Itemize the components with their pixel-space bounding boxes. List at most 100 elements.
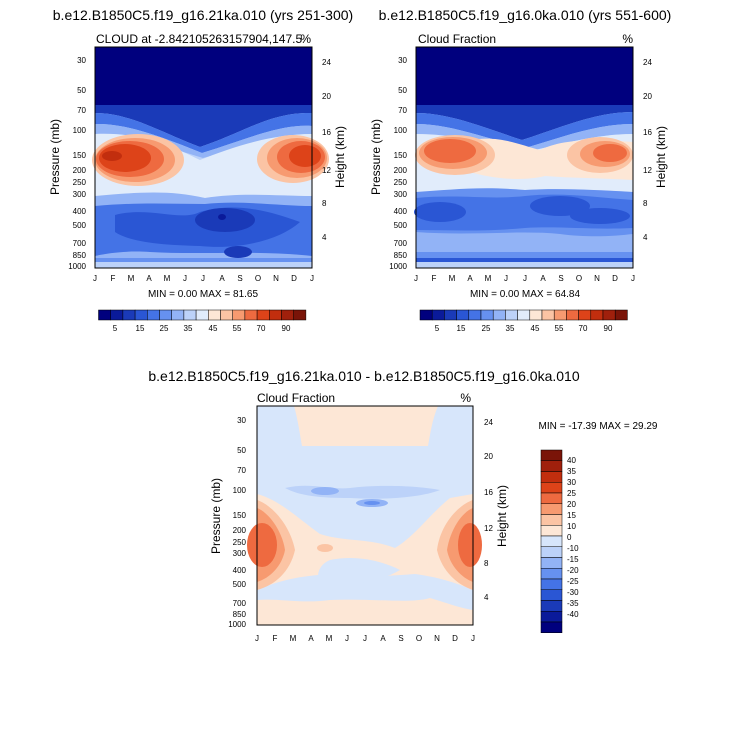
panel-2-xtick: O <box>576 274 582 283</box>
panel-2-ylabel: Pressure (mb) <box>369 119 383 195</box>
panel-3-yticks: 30 50 70 100 150 200 250 300 400 500 700… <box>228 416 246 629</box>
panel-2-ytick: 70 <box>398 106 407 115</box>
panel-1-xtick: O <box>255 274 261 283</box>
panel-3-left-label: Cloud Fraction <box>257 391 335 405</box>
cb3-label: 15 <box>567 511 576 520</box>
colorbar-swatch <box>171 309 185 321</box>
panel-2-left-label: Cloud Fraction <box>418 32 496 46</box>
cb1-label: 25 <box>160 324 169 333</box>
panel-1-title: b.e12.B1850C5.f19_g16.21ka.010 (yrs 251-… <box>53 7 353 23</box>
panel-1-ytick: 70 <box>77 106 86 115</box>
colorbar-swatch <box>540 482 563 494</box>
panel-2-xtick: J <box>504 274 508 283</box>
panel-2-xtick: A <box>467 274 473 283</box>
panel-3: b.e12.B1850C5.f19_g16.21ka.010 - b.e12.B… <box>148 368 658 643</box>
panel-2-xtick: A <box>540 274 546 283</box>
colorbar-swatch <box>269 309 282 321</box>
panel-1-y2tick: 12 <box>322 166 331 175</box>
panel-2-ytick: 500 <box>394 221 408 230</box>
panel-1-ytick: 100 <box>73 126 87 135</box>
cb1-label: 5 <box>113 324 118 333</box>
panel-1-xtick: M <box>128 274 135 283</box>
panel-2-y2tick: 4 <box>643 233 648 242</box>
panel-1-y2tick: 8 <box>322 199 327 208</box>
cb1-label: 90 <box>282 324 291 333</box>
panel-1-ytick: 250 <box>73 178 87 187</box>
panel-1-tropopause <box>95 105 312 147</box>
panel-3-ytick: 1000 <box>228 620 246 629</box>
cb3-label: 0 <box>567 533 572 542</box>
panel-3-y2tick: 24 <box>484 418 493 427</box>
panel-1-xtick: D <box>291 274 297 283</box>
panel-2-ytick: 700 <box>394 239 408 248</box>
colorbar-swatch <box>540 449 563 461</box>
panel-1-ytick: 850 <box>73 251 87 260</box>
panel-3-y2tick: 8 <box>484 559 489 568</box>
colorbar-swatch <box>256 309 270 321</box>
colorbar-swatch <box>529 309 543 321</box>
panel-2-y2tick: 12 <box>643 166 652 175</box>
cb2-label: 70 <box>579 324 588 333</box>
panel-2-ytick: 1000 <box>389 262 407 271</box>
colorbar-swatch <box>244 309 258 321</box>
panel-1-xtick: A <box>219 274 225 283</box>
panel-2-colorbar-labels: 5 15 25 35 45 55 70 90 <box>435 324 613 333</box>
panel-3-xtick: M <box>290 634 297 643</box>
panel-2-xticks: J F M A M J J A S O N D J <box>414 274 635 283</box>
panel-1-y2tick: 24 <box>322 58 331 67</box>
colorbar-swatch <box>232 309 246 321</box>
cb3-label: 35 <box>567 467 576 476</box>
panel-2-y2tick: 8 <box>643 199 648 208</box>
panel-2-xtick: J <box>523 274 527 283</box>
panel-3-y2tick: 20 <box>484 452 493 461</box>
cb2-label: 15 <box>457 324 466 333</box>
cb3-label: -15 <box>567 555 579 564</box>
panel-2: b.e12.B1850C5.f19_g16.0ka.010 (yrs 551-6… <box>369 7 671 333</box>
panel-3-ytick: 30 <box>237 416 246 425</box>
panel-2-y2tick: 24 <box>643 58 652 67</box>
panel-1-y2label: Height (km) <box>333 126 347 188</box>
panel-2-xtick: S <box>558 274 563 283</box>
colorbar-swatch <box>98 309 111 321</box>
panel-1-ylabel: Pressure (mb) <box>48 119 62 195</box>
colorbar-swatch <box>602 309 616 321</box>
cb3-label: -20 <box>567 566 579 575</box>
panel-3-xtick: D <box>452 634 458 643</box>
panel-1-strat <box>95 47 312 105</box>
panel-2-xtick: D <box>612 274 618 283</box>
cb2-label: 90 <box>604 324 613 333</box>
panel-1-colorbar-labels: 5 15 25 35 45 55 70 90 <box>113 324 291 333</box>
panel-1-ytick: 500 <box>73 221 87 230</box>
panel-1-xtick: S <box>237 274 242 283</box>
colorbar-swatch <box>540 503 563 515</box>
panel-1-ytick: 50 <box>77 86 86 95</box>
panel-2-ytick: 850 <box>394 251 408 260</box>
panel-3-y2tick: 16 <box>484 488 493 497</box>
panel-3-xtick: F <box>273 634 278 643</box>
panel-2-y2tick: 20 <box>643 92 652 101</box>
cb3-label: -40 <box>567 610 579 619</box>
colorbar-swatch <box>540 460 563 472</box>
cb2-label: 35 <box>506 324 515 333</box>
colorbar-swatch <box>505 309 518 321</box>
panel-1-xtick: F <box>111 274 116 283</box>
panel-3-xtick: O <box>416 634 422 643</box>
panel-3-ytick: 100 <box>233 486 247 495</box>
colorbar-swatch <box>540 557 563 569</box>
panel-3-xticks: J F M A M J J A S O N D J <box>255 634 475 643</box>
panel-2-ytick: 400 <box>394 207 408 216</box>
panel-2-xtick: N <box>594 274 600 283</box>
colorbar-swatch <box>540 492 563 504</box>
colorbar-swatch <box>553 309 567 321</box>
panel-3-ytick: 850 <box>233 610 247 619</box>
panel-2-y2label: Height (km) <box>654 126 668 188</box>
cb1-label: 35 <box>184 324 193 333</box>
panel-1-ytick: 1000 <box>68 262 86 271</box>
colorbar-swatch <box>134 309 148 321</box>
panel-2-y2tick: 16 <box>643 128 652 137</box>
panel-2-xtick: M <box>485 274 492 283</box>
panel-3-units: % <box>460 391 471 405</box>
colorbar-swatch <box>540 578 563 590</box>
cb3-label: -10 <box>567 544 579 553</box>
colorbar-swatch <box>419 309 433 321</box>
